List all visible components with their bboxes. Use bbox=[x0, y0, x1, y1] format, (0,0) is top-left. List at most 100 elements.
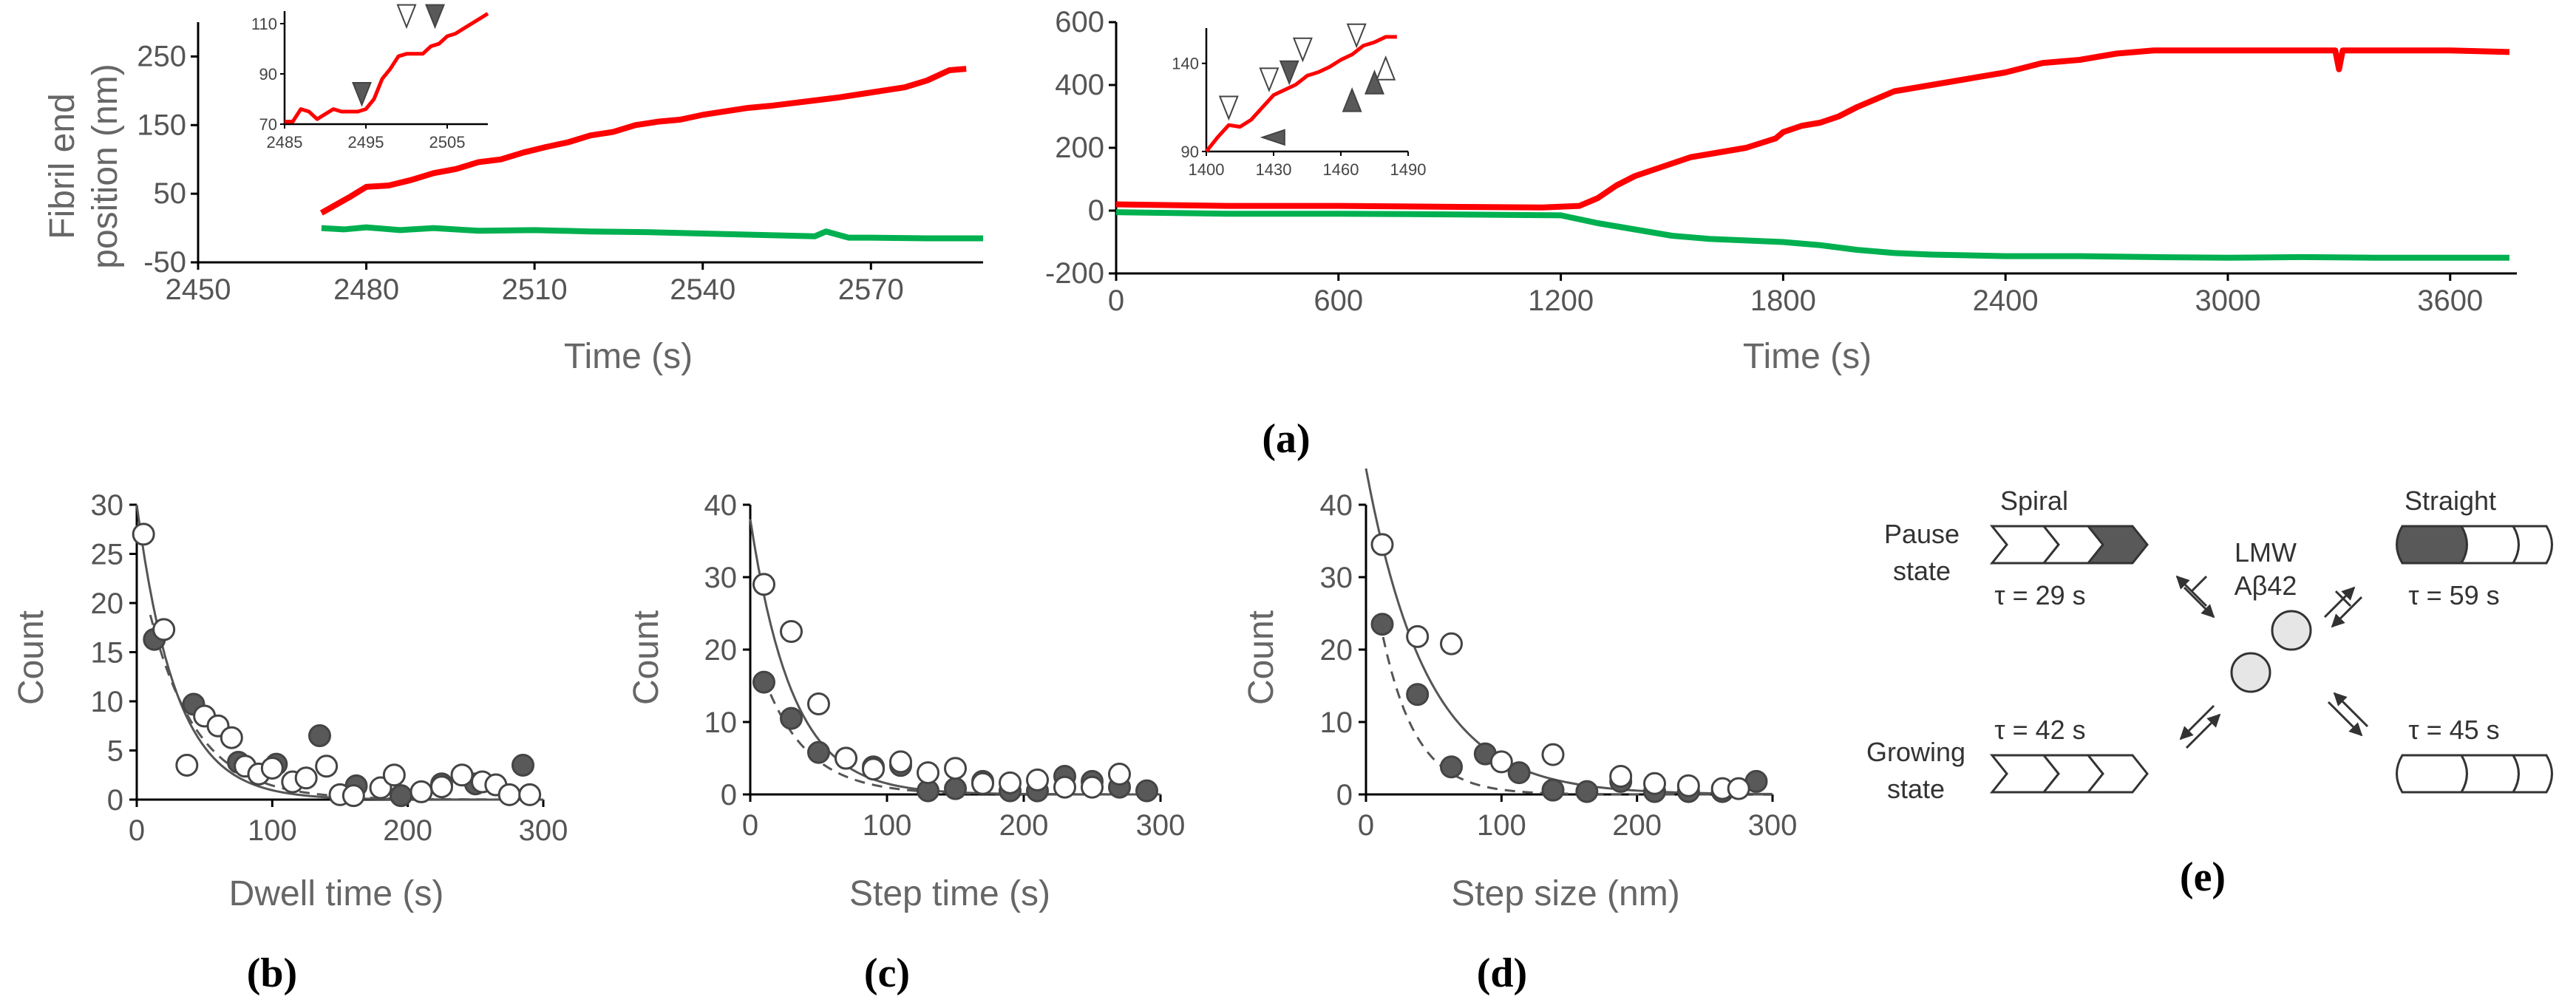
c-point-open bbox=[999, 771, 1022, 794]
scheme-lmw-line2: Aβ42 bbox=[2235, 571, 2297, 601]
b-point-open bbox=[430, 775, 453, 799]
c-point-open bbox=[1053, 775, 1076, 799]
a_left-xtick-label: 2480 bbox=[333, 273, 399, 306]
c-point-open bbox=[944, 757, 967, 780]
scheme-lmw-line1: LMW bbox=[2235, 537, 2297, 568]
b-point-open bbox=[294, 766, 318, 790]
scheme-spiral-label: Spiral bbox=[2000, 486, 2068, 516]
panel-label-a: (a) bbox=[1262, 416, 1310, 462]
a_right-inset-marker-open bbox=[1292, 37, 1313, 63]
scheme-pause-line2: state bbox=[1893, 556, 1951, 586]
a_left-inset-series-red bbox=[285, 12, 489, 124]
scheme-panel-e: Spiral Straight Pause state Growing stat… bbox=[1866, 486, 2553, 804]
scheme-straight-label: Straight bbox=[2405, 486, 2496, 516]
c-point-filled bbox=[1135, 779, 1158, 803]
d-xtick-label: 200 bbox=[1612, 809, 1662, 842]
a-left-ylabel-line1: Fibril end bbox=[43, 93, 82, 239]
c-xtick-label: 300 bbox=[1136, 809, 1186, 842]
b-point-open bbox=[315, 755, 339, 778]
a_left-ytick-label: 50 bbox=[154, 177, 187, 210]
chart-d: 0 10 20 30 40 0 100 200 300 bbox=[1320, 468, 1797, 842]
a_left-inset-marker-filled bbox=[352, 82, 372, 107]
d-ytick-label: 40 bbox=[1320, 489, 1353, 522]
b-point-open bbox=[382, 763, 406, 787]
a_right-ytick-label: 600 bbox=[1055, 6, 1104, 38]
a_left-series-red bbox=[319, 66, 967, 216]
c-point-open bbox=[1026, 768, 1049, 791]
a_left-series-green bbox=[321, 224, 983, 242]
b-ytick-label: 15 bbox=[91, 637, 124, 670]
d-point-open bbox=[1727, 777, 1750, 800]
a_left-inset: 70 90 110 2485 2495 2505 bbox=[251, 4, 489, 151]
b-ytick-label: 20 bbox=[91, 588, 124, 620]
b-ytick-label: 10 bbox=[91, 686, 124, 718]
c-point-open bbox=[862, 757, 885, 781]
a_left-inset-xtick-label: 2485 bbox=[267, 133, 303, 151]
a_left-inset-xtick-label: 2505 bbox=[429, 133, 466, 151]
a_right-inset-xtick-label: 1430 bbox=[1256, 160, 1292, 179]
c-point-open bbox=[835, 746, 857, 770]
b-point-open bbox=[497, 783, 521, 806]
scheme-tau-top-left: τ = 29 s bbox=[1994, 580, 2085, 610]
a_right-xtick-label: 3600 bbox=[2417, 285, 2483, 317]
spiral-growing-fibril bbox=[1989, 754, 2149, 794]
a_right-inset-marker-open bbox=[1218, 95, 1239, 121]
b-point-filled bbox=[512, 753, 534, 777]
equilibrium-arrows bbox=[2175, 575, 2369, 749]
a_right-xtick-label: 0 bbox=[1108, 285, 1124, 317]
d-point-filled bbox=[1541, 778, 1565, 802]
scheme-tau-bottom-right: τ = 45 s bbox=[2408, 715, 2499, 745]
c-point-open bbox=[780, 620, 803, 643]
straight-growing-fibril bbox=[2396, 754, 2553, 794]
c-xtick-label: 200 bbox=[999, 809, 1049, 842]
chart-c: 0 10 20 30 40 0 100 200 300 bbox=[704, 489, 1186, 842]
scheme-tau-top-right: τ = 59 s bbox=[2408, 580, 2499, 610]
c-point-filled bbox=[807, 740, 830, 764]
a_right-inset: 90 140 1400 1430 1460 1490 bbox=[1172, 23, 1427, 179]
b-point-filled bbox=[390, 784, 412, 808]
chart-a_left: -50 50 150 250 2450 2480 2510 2540 2570 70 90 110 24… bbox=[137, 4, 983, 306]
d-ytick-label: 20 bbox=[1320, 634, 1353, 667]
b-point-open bbox=[518, 783, 542, 806]
a_left-inset-ytick-label: 70 bbox=[259, 115, 277, 134]
c-ytick-label: 20 bbox=[704, 634, 738, 667]
d-ytick-label: 10 bbox=[1320, 706, 1353, 739]
a-left-xlabel: Time (s) bbox=[564, 337, 693, 376]
scheme-tau-bottom-left: τ = 42 s bbox=[1994, 715, 2085, 745]
a-right-xlabel: Time (s) bbox=[1743, 337, 1872, 376]
d-point-open bbox=[1541, 743, 1565, 766]
scheme-growing-line2: state bbox=[1887, 774, 1945, 804]
a_right-inset-marker-open bbox=[1346, 23, 1367, 49]
a_right-inset-marker-filled bbox=[1279, 60, 1299, 86]
a_left-inset-marker-open bbox=[396, 4, 417, 30]
a_right-xtick-label: 3000 bbox=[2195, 285, 2260, 317]
d-xlabel: Step size (nm) bbox=[1451, 874, 1679, 913]
c-point-filled bbox=[780, 706, 803, 730]
b-point-open bbox=[341, 784, 365, 808]
d-fit-open bbox=[1365, 468, 1773, 795]
c-ytick-label: 0 bbox=[721, 779, 737, 811]
scheme-growing-line1: Growing bbox=[1866, 737, 1965, 767]
a_left-ytick-label: 150 bbox=[137, 109, 186, 141]
spiral-pause-fibril bbox=[1989, 525, 2149, 565]
b-point-open bbox=[175, 753, 199, 777]
d-point-filled bbox=[1370, 613, 1394, 636]
c-point-open bbox=[1108, 763, 1131, 786]
d-point-open bbox=[1489, 750, 1513, 774]
a_right-inset-marker-open bbox=[1259, 67, 1279, 93]
b-ytick-label: 30 bbox=[91, 489, 124, 522]
straight-pause-fibril bbox=[2396, 525, 2553, 565]
c-xlabel: Step time (s) bbox=[849, 874, 1050, 913]
d-point-filled bbox=[1507, 761, 1531, 785]
c-point-open bbox=[1081, 775, 1104, 799]
a_left-ytick-label: 250 bbox=[137, 40, 186, 72]
a_right-inset-xtick-label: 1490 bbox=[1390, 160, 1427, 179]
c-point-open bbox=[807, 692, 830, 715]
a_left-inset-ytick-label: 90 bbox=[259, 65, 277, 84]
d-ytick-label: 30 bbox=[1320, 562, 1353, 594]
a_right-ytick-label: 400 bbox=[1055, 69, 1104, 101]
lmw-monomer-2 bbox=[2230, 652, 2271, 693]
a_right-xtick-label: 2400 bbox=[1973, 285, 2039, 317]
